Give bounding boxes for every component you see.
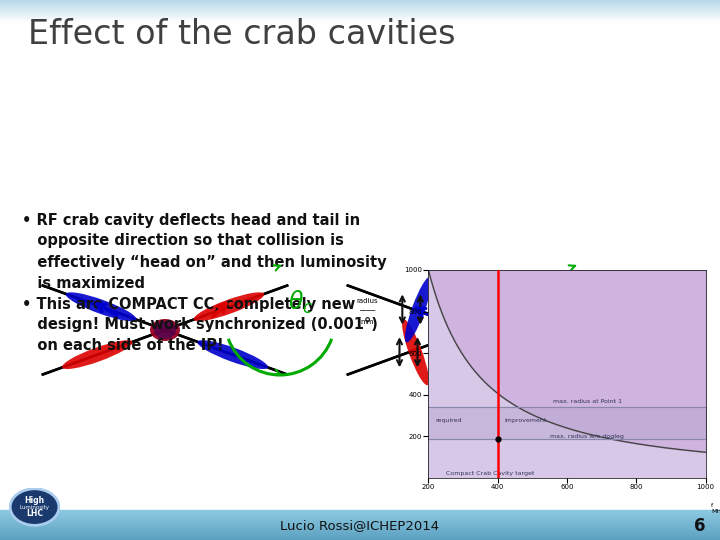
Text: effectively “head on” and then luminosity: effectively “head on” and then luminosit… xyxy=(22,254,387,269)
Bar xyxy=(0,12,720,13)
Text: • RF crab cavity deflects head and tail in: • RF crab cavity deflects head and tail … xyxy=(22,213,360,227)
Bar xyxy=(0,4,720,5)
Bar xyxy=(0,513,720,514)
Ellipse shape xyxy=(62,340,132,369)
Bar xyxy=(0,11,720,12)
Bar xyxy=(0,10,720,11)
Bar xyxy=(0,537,720,538)
Bar xyxy=(0,510,720,511)
Bar xyxy=(0,528,720,529)
Text: $\theta_c$: $\theta_c$ xyxy=(583,289,608,316)
Bar xyxy=(0,512,720,513)
Text: High: High xyxy=(24,496,45,504)
Bar xyxy=(0,511,720,512)
Bar xyxy=(0,16,720,17)
Bar xyxy=(0,525,720,526)
Text: ─────: ───── xyxy=(359,309,376,314)
Ellipse shape xyxy=(405,276,432,342)
Bar xyxy=(0,521,720,522)
Text: Effect of the crab cavities: Effect of the crab cavities xyxy=(28,18,456,51)
Text: LHC: LHC xyxy=(26,509,43,518)
Bar xyxy=(0,13,720,14)
Bar xyxy=(0,535,720,536)
Text: opposite direction so that collision is: opposite direction so that collision is xyxy=(22,233,344,248)
Bar xyxy=(0,5,720,6)
Bar xyxy=(0,514,720,515)
Bar xyxy=(0,519,720,520)
Ellipse shape xyxy=(402,319,429,385)
Bar xyxy=(0,529,720,530)
Text: improvement: improvement xyxy=(505,418,547,423)
Bar xyxy=(0,14,720,15)
Ellipse shape xyxy=(66,292,136,321)
Text: 6: 6 xyxy=(694,517,706,535)
Ellipse shape xyxy=(154,321,176,339)
Text: mm: mm xyxy=(361,319,374,325)
Bar xyxy=(0,520,720,521)
Bar xyxy=(0,530,720,531)
Text: design! Must work synchronized (0.001°): design! Must work synchronized (0.001°) xyxy=(22,318,378,333)
Ellipse shape xyxy=(194,292,264,321)
Text: f
MHz: f MHz xyxy=(711,503,720,514)
Ellipse shape xyxy=(197,340,268,369)
Bar xyxy=(0,532,720,533)
Bar xyxy=(0,518,720,519)
Bar xyxy=(0,6,720,7)
Bar xyxy=(0,524,720,525)
Bar xyxy=(0,15,720,16)
Text: max. radius w/o dogleg: max. radius w/o dogleg xyxy=(549,434,624,439)
Bar xyxy=(0,523,720,524)
Bar xyxy=(0,7,720,8)
Ellipse shape xyxy=(443,321,498,339)
Text: is maximized: is maximized xyxy=(22,275,145,291)
Bar xyxy=(0,18,720,19)
Bar xyxy=(0,21,720,22)
Bar xyxy=(0,8,720,9)
Ellipse shape xyxy=(511,275,538,341)
Bar xyxy=(0,534,720,535)
Bar xyxy=(0,515,720,516)
Bar xyxy=(0,536,720,537)
Bar xyxy=(0,20,720,21)
Bar xyxy=(0,2,720,3)
Text: max. radius at Point 1: max. radius at Point 1 xyxy=(553,400,622,404)
Bar xyxy=(0,538,720,539)
Bar xyxy=(0,527,720,528)
Text: • This are COMPACT CC, completely new: • This are COMPACT CC, completely new xyxy=(22,296,355,312)
Text: radius: radius xyxy=(356,298,378,304)
Bar xyxy=(0,516,720,517)
Ellipse shape xyxy=(508,318,535,383)
Text: required: required xyxy=(436,418,462,423)
Bar xyxy=(0,531,720,532)
Bar xyxy=(0,522,720,523)
Bar xyxy=(0,539,720,540)
Ellipse shape xyxy=(150,319,180,341)
Text: Compact Crab Cavity target: Compact Crab Cavity target xyxy=(446,471,534,476)
Text: $\theta_c$: $\theta_c$ xyxy=(288,289,313,316)
Bar xyxy=(0,9,720,10)
Text: Lucio Rossi@ICHEP2014: Lucio Rossi@ICHEP2014 xyxy=(280,519,440,532)
Bar xyxy=(0,533,720,534)
Text: on each side of the IP!: on each side of the IP! xyxy=(22,339,224,354)
Text: Luminosity: Luminosity xyxy=(19,504,50,510)
Bar xyxy=(0,526,720,527)
Circle shape xyxy=(10,489,59,525)
Bar xyxy=(0,517,720,518)
Bar xyxy=(0,1,720,2)
Bar xyxy=(0,3,720,4)
Bar xyxy=(0,0,720,1)
Ellipse shape xyxy=(438,319,503,341)
Bar xyxy=(0,17,720,18)
Bar xyxy=(0,19,720,20)
